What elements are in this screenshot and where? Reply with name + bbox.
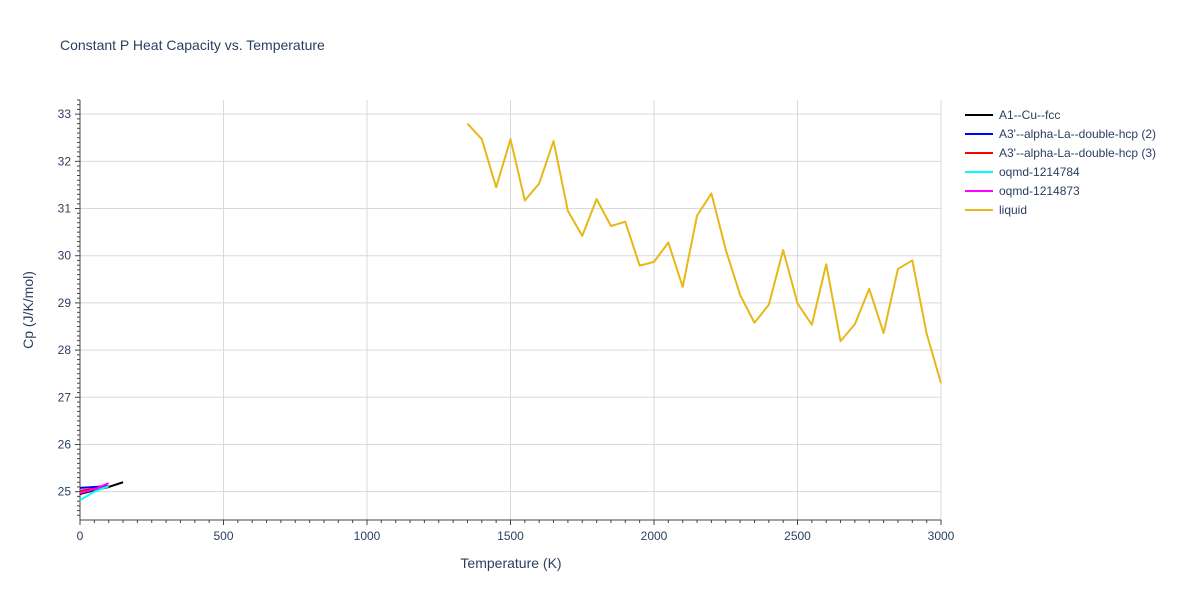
legend-item-oqmd-1214784[interactable]: oqmd-1214784: [965, 165, 1080, 179]
tick-labels: 0 500 1000 1500 2000 2500 3000 25 26 27 28 29 30 31 32…: [58, 107, 955, 543]
legend-label: A3'--alpha-La--double-hcp (2): [999, 127, 1156, 141]
legend-label: A3'--alpha-La--double-hcp (3): [999, 146, 1156, 160]
y-tick-label: 33: [58, 107, 72, 121]
x-tick-label: 2500: [784, 529, 811, 543]
y-tick-label: 31: [58, 202, 72, 216]
y-tick-label: 30: [58, 249, 72, 263]
x-tick-label: 2000: [641, 529, 668, 543]
legend-label: oqmd-1214784: [999, 165, 1080, 179]
y-tick-label: 26: [58, 437, 72, 451]
legend-label: oqmd-1214873: [999, 184, 1080, 198]
legend-label: liquid: [999, 203, 1027, 217]
y-tick-label: 27: [58, 390, 72, 404]
x-tick-label: 1500: [497, 529, 524, 543]
x-tick-label: 1000: [354, 529, 381, 543]
legend[interactable]: A1--Cu--fcc A3'--alpha-La--double-hcp (2)…: [965, 108, 1156, 217]
legend-item-oqmd-1214873[interactable]: oqmd-1214873: [965, 184, 1080, 198]
y-tick-label: 32: [58, 154, 72, 168]
chart-title: Constant P Heat Capacity vs. Temperature: [60, 37, 325, 53]
y-tick-label: 25: [58, 485, 72, 499]
x-tick-label: 500: [213, 529, 233, 543]
legend-item-a1-cu-fcc[interactable]: A1--Cu--fcc: [965, 108, 1060, 122]
y-tick-label: 28: [58, 343, 72, 357]
x-tick-label: 3000: [928, 529, 955, 543]
x-axis-title: Temperature (K): [460, 555, 561, 571]
legend-item-a3-alpha-la-double-hcp-2[interactable]: A3'--alpha-La--double-hcp (2): [965, 127, 1156, 141]
grid-lines: [80, 100, 942, 520]
y-tick-label: 29: [58, 296, 72, 310]
x-tick-label: 0: [77, 529, 84, 543]
series-line-liquid: [466, 122, 942, 384]
legend-label: A1--Cu--fcc: [999, 108, 1060, 122]
axes: [75, 99, 942, 525]
legend-item-liquid[interactable]: liquid: [965, 203, 1027, 217]
series-line-oqmd-1214784: [79, 485, 110, 502]
y-axis-title: Cp (J/K/mol): [20, 271, 36, 349]
legend-item-a3-alpha-la-double-hcp-3[interactable]: A3'--alpha-La--double-hcp (3): [965, 146, 1156, 160]
series-line-a3-alpha-la-double-hcp-2: [79, 485, 109, 489]
plot-series: [79, 122, 942, 502]
series-line-oqmd-1214873: [79, 482, 110, 495]
